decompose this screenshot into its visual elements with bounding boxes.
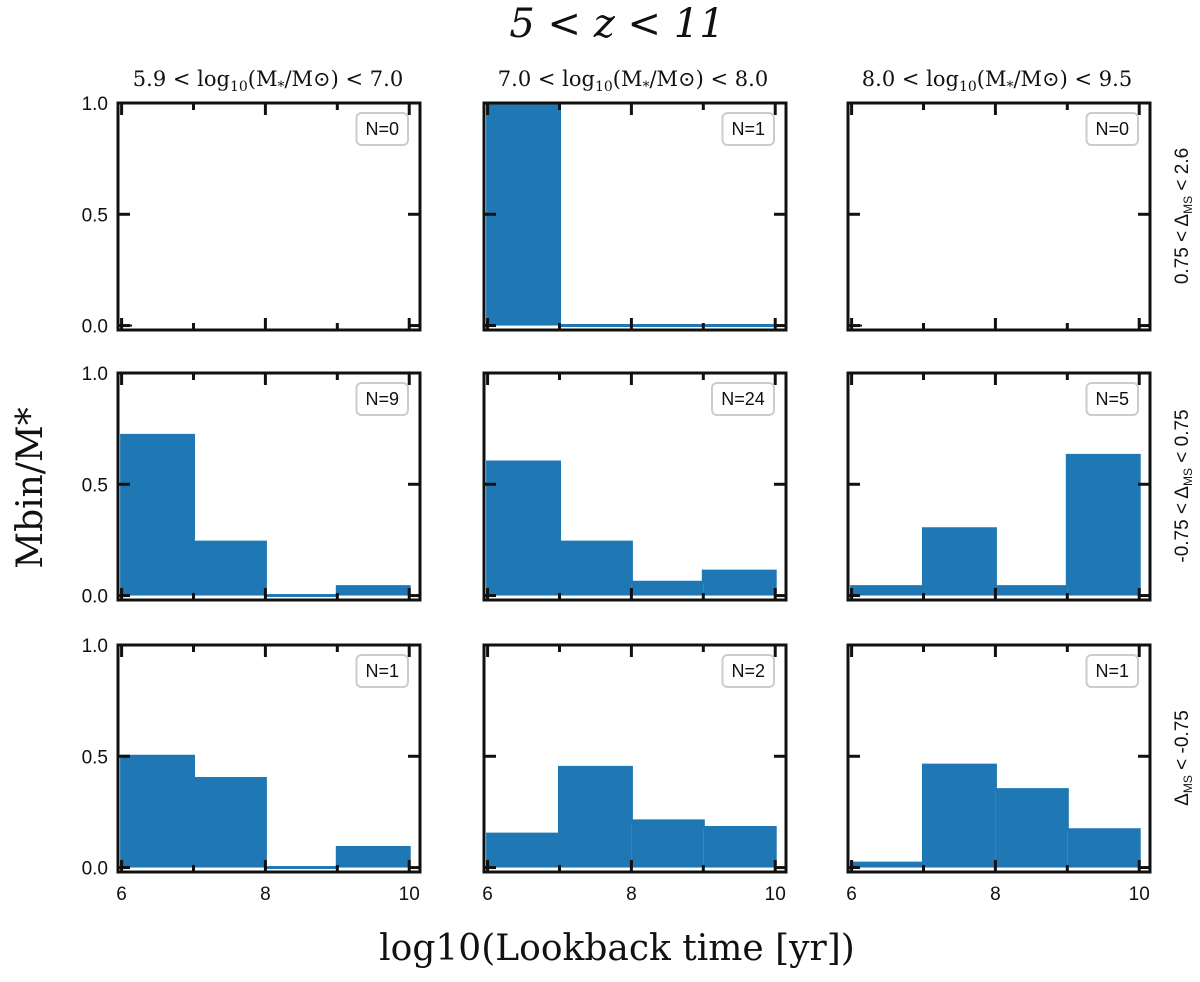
x-tick-label: 10	[399, 884, 420, 905]
panel-frame	[116, 101, 422, 332]
panel-frame	[846, 371, 1152, 602]
x-tick-label: 8	[990, 884, 1001, 905]
row-label-1: 0.75 < ΔMS < 2.6	[1172, 148, 1195, 284]
x-axis-label: log10(Lookback time [yr])	[379, 928, 855, 969]
x-tick-label: 6	[846, 884, 857, 905]
histogram-bar	[1067, 829, 1140, 868]
histogram-bar	[851, 586, 924, 596]
row-label-3: ΔMS < -0.75	[1172, 710, 1195, 806]
sample-count-label: N=24	[721, 389, 765, 409]
sample-count-box	[1085, 112, 1139, 146]
histogram-bar	[703, 571, 776, 596]
panel-frame	[846, 643, 1152, 874]
sample-count-box	[721, 654, 775, 688]
sample-count-label: N=9	[365, 389, 399, 409]
x-tick-label: 10	[765, 884, 786, 905]
histogram-bar	[923, 528, 996, 596]
column-header-1: 5.9 < log10(M*/M⊙) < 7.0	[133, 67, 403, 95]
histogram-bar	[995, 789, 1068, 868]
panel-r2-c2: N=24	[482, 371, 788, 602]
sample-count-label: N=1	[365, 661, 399, 681]
histogram-step-line	[486, 765, 777, 868]
histogram-bar	[487, 834, 560, 868]
row-label-2: -0.75 < ΔMS < 0.75	[1172, 409, 1195, 562]
sample-count-label: N=0	[365, 119, 399, 139]
sample-count-label: N=1	[1095, 661, 1129, 681]
panel-r3-c3: 6 8 10 N=1	[846, 643, 1152, 905]
panel-frame	[116, 643, 422, 874]
sample-count-box	[711, 382, 775, 416]
y-tick-label: 0.5	[82, 747, 108, 768]
sample-count-box	[355, 654, 409, 688]
sample-count-box	[721, 112, 775, 146]
panel-r3-c1: 0.0 0.5 1.0 6 8 10 N=1	[82, 636, 422, 905]
histogram-step-line	[120, 433, 411, 598]
panel-frame	[482, 643, 788, 874]
histogram-bar	[193, 542, 266, 596]
histogram-bar	[703, 827, 776, 868]
y-tick-label: 0.5	[82, 205, 108, 226]
panel-r1-c3: N=0	[846, 101, 1152, 332]
sample-count-box	[1085, 654, 1139, 688]
x-tick-label: 6	[116, 884, 127, 905]
y-tick-label: 0.0	[82, 859, 108, 880]
x-tick-label: 8	[626, 884, 637, 905]
column-header-3: 8.0 < log10(M*/M⊙) < 9.5	[862, 67, 1132, 95]
panel-frame	[846, 101, 1152, 332]
histogram-step-line	[850, 453, 1141, 596]
y-tick-label: 0.5	[82, 475, 108, 496]
panel-r1-c2: N=1	[482, 101, 788, 332]
column-header-2: 7.0 < log10(M*/M⊙) < 8.0	[498, 67, 768, 95]
y-tick-label: 1.0	[82, 364, 108, 385]
histogram-bar	[1067, 455, 1140, 596]
sample-count-box	[355, 112, 409, 146]
x-tick-label: 6	[482, 884, 493, 905]
x-tick-label: 8	[260, 884, 271, 905]
histogram-bar	[851, 863, 924, 868]
sample-count-box	[355, 382, 409, 416]
sample-count-label: N=0	[1095, 119, 1129, 139]
figure-title: 5 < z < 11	[509, 1, 724, 47]
histogram-bar	[337, 847, 410, 868]
panel-frame	[482, 101, 788, 332]
y-tick-label: 1.0	[82, 636, 108, 657]
histogram-bar	[487, 103, 560, 326]
sample-count-label: N=5	[1095, 389, 1129, 409]
histogram-bar	[121, 435, 194, 596]
sample-count-label: N=2	[731, 661, 765, 681]
histogram-step-line	[850, 763, 1141, 868]
histogram-bar	[631, 582, 704, 596]
panel-grid: 0.0 0.5 1.0 N=0 N=1 N=0 0.0 0.5 1.0 N=9 N=24 N=5 0.0…	[82, 94, 1152, 905]
histogram-bar	[995, 586, 1068, 596]
sample-count-box	[1085, 382, 1139, 416]
y-tick-label: 1.0	[82, 94, 108, 115]
histogram-bar	[923, 765, 996, 868]
y-axis-label: Mbin/M*	[10, 407, 51, 569]
panel-r2-c1: 0.0 0.5 1.0 N=9	[82, 364, 422, 608]
histogram-bar	[193, 778, 266, 868]
y-tick-label: 0.0	[82, 317, 108, 338]
y-tick-label: 0.0	[82, 587, 108, 608]
histogram-bar	[337, 586, 410, 596]
histogram-bar	[487, 462, 560, 596]
panel-frame	[482, 371, 788, 602]
histogram-step-line	[120, 754, 411, 870]
histogram-bar	[631, 820, 704, 868]
panel-frame	[116, 371, 422, 602]
histogram-bar	[121, 756, 194, 868]
sample-count-label: N=1	[731, 119, 765, 139]
histogram-step-line	[486, 460, 777, 596]
panel-r3-c2: 6 8 10 N=2	[482, 643, 788, 905]
panel-r2-c3: N=5	[846, 371, 1152, 602]
histogram-bar	[559, 542, 632, 596]
x-tick-label: 10	[1129, 884, 1150, 905]
panel-r1-c1: 0.0 0.5 1.0 N=0	[82, 94, 422, 338]
histogram-bar	[559, 767, 632, 868]
